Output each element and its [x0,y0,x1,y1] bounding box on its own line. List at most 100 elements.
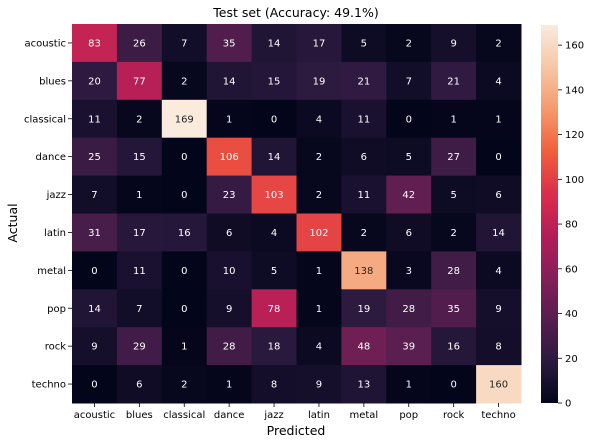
heatmap-cell [251,365,297,404]
cell-value-label: 31 [88,228,101,239]
x-tick-label: jazz [263,410,283,421]
cell-value-label: 35 [447,304,460,315]
cell-value-label: 7 [406,76,412,87]
cell-value-label: 78 [268,304,281,315]
x-tick-label: classical [163,410,205,421]
heatmap-cell [431,327,477,366]
cell-value-label: 7 [181,38,187,49]
cell-value-label: 1 [495,114,501,125]
heatmap-cell [431,175,477,214]
heatmap-cell [161,175,208,214]
heatmap-cell [476,175,522,214]
cell-value-label: 11 [357,190,370,201]
cell-value-label: 106 [220,152,239,163]
cell-value-label: 1 [136,190,142,201]
x-tick-label: latin [308,410,330,421]
heatmap-cell [431,213,477,252]
cell-value-label: 4 [495,266,501,277]
heatmap-cell [206,99,253,139]
heatmap-cell [251,137,297,177]
cell-value-label: 19 [313,76,326,87]
heatmap-cell [251,289,297,328]
cell-value-label: 8 [271,380,277,391]
cell-value-label: 14 [268,152,281,163]
heatmap-cell [296,99,342,139]
colorbar-ticks: 0 20 40 60 80 100 120 140 160 [558,41,584,410]
y-tick-label: latin [44,228,66,239]
cell-value-label: 0 [181,266,187,277]
heatmap-cell [296,213,342,252]
cell-value-label: 17 [313,38,326,49]
cell-value-label: 21 [357,76,370,87]
cell-value-label: 6 [495,190,501,201]
heatmap-cell [341,289,387,328]
heatmap-cell [206,251,253,290]
heatmap-cell [161,24,208,63]
x-tick-label: rock [443,410,465,421]
x-axis-ticks: acoustic blues classical dance jazz latin meta… [74,403,516,421]
x-tick-label: acoustic [74,410,116,421]
x-tick-label: pop [399,410,418,421]
colorbar-tick-label: 160 [565,41,584,52]
y-axis-ticks: acoustic blues classical dance jazz latin meta… [24,38,72,391]
cell-value-label: 9 [91,342,97,353]
colorbar [541,25,558,403]
chart-title: Test set (Accuracy: 49.1%) [212,5,378,20]
cell-value-label: 2 [361,228,367,239]
cell-value-label: 1 [226,114,232,125]
cell-value-label: 102 [309,228,328,239]
heatmap-cell [206,327,253,366]
cell-value-label: 21 [447,76,460,87]
x-tick-label: blues [126,410,153,421]
cell-value-label: 39 [402,342,415,353]
cell-value-label: 28 [447,266,460,277]
heatmap-cell [251,327,297,366]
cell-value-label: 9 [495,304,501,315]
cell-value-label: 2 [316,152,322,163]
y-tick-label: classical [24,114,66,125]
heatmap-cell [341,24,387,63]
heatmap-cell [296,327,342,366]
cell-value-label: 160 [489,380,508,391]
cell-value-label: 7 [91,190,97,201]
heatmap-cell [386,365,432,404]
heatmap-cell [341,365,387,404]
y-tick-label: pop [47,304,66,315]
colorbar-tick-label: 60 [565,264,578,275]
heatmap-cell [431,137,477,177]
heatmap-cell [72,24,118,63]
heatmap-cell [341,99,387,139]
heatmap-cell [251,24,297,63]
heatmap-cell [386,61,432,101]
cell-value-label: 1 [226,380,232,391]
heatmap-cell [296,365,342,404]
cell-value-label: 0 [495,152,501,163]
heatmap-cell [431,289,477,328]
heatmap-cell [116,289,163,328]
heatmap-cell [161,213,208,252]
heatmap-cell [386,137,432,177]
cell-value-label: 2 [316,190,322,201]
x-tick-label: dance [214,410,244,421]
cell-value-label: 2 [181,76,187,87]
cell-value-label: 26 [133,38,146,49]
cell-value-label: 6 [406,228,412,239]
cell-value-label: 25 [88,152,101,163]
x-tick-label: metal [349,410,378,421]
heatmap-cell [431,251,477,290]
heatmap-cell [251,175,297,214]
heatmap-cell [72,327,118,366]
heatmap-cell [116,213,163,252]
y-tick-label: jazz [46,190,66,201]
cell-value-label: 1 [316,304,322,315]
heatmap-cell [386,99,432,139]
heatmap-cell [116,61,163,101]
heatmap-cell [476,213,522,252]
heatmap-cell [72,251,118,290]
y-tick-label: blues [39,76,66,87]
cell-value-label: 14 [492,228,505,239]
heatmap-cell [72,137,118,177]
heatmap-cell [116,137,163,177]
heatmap-cell [296,175,342,214]
